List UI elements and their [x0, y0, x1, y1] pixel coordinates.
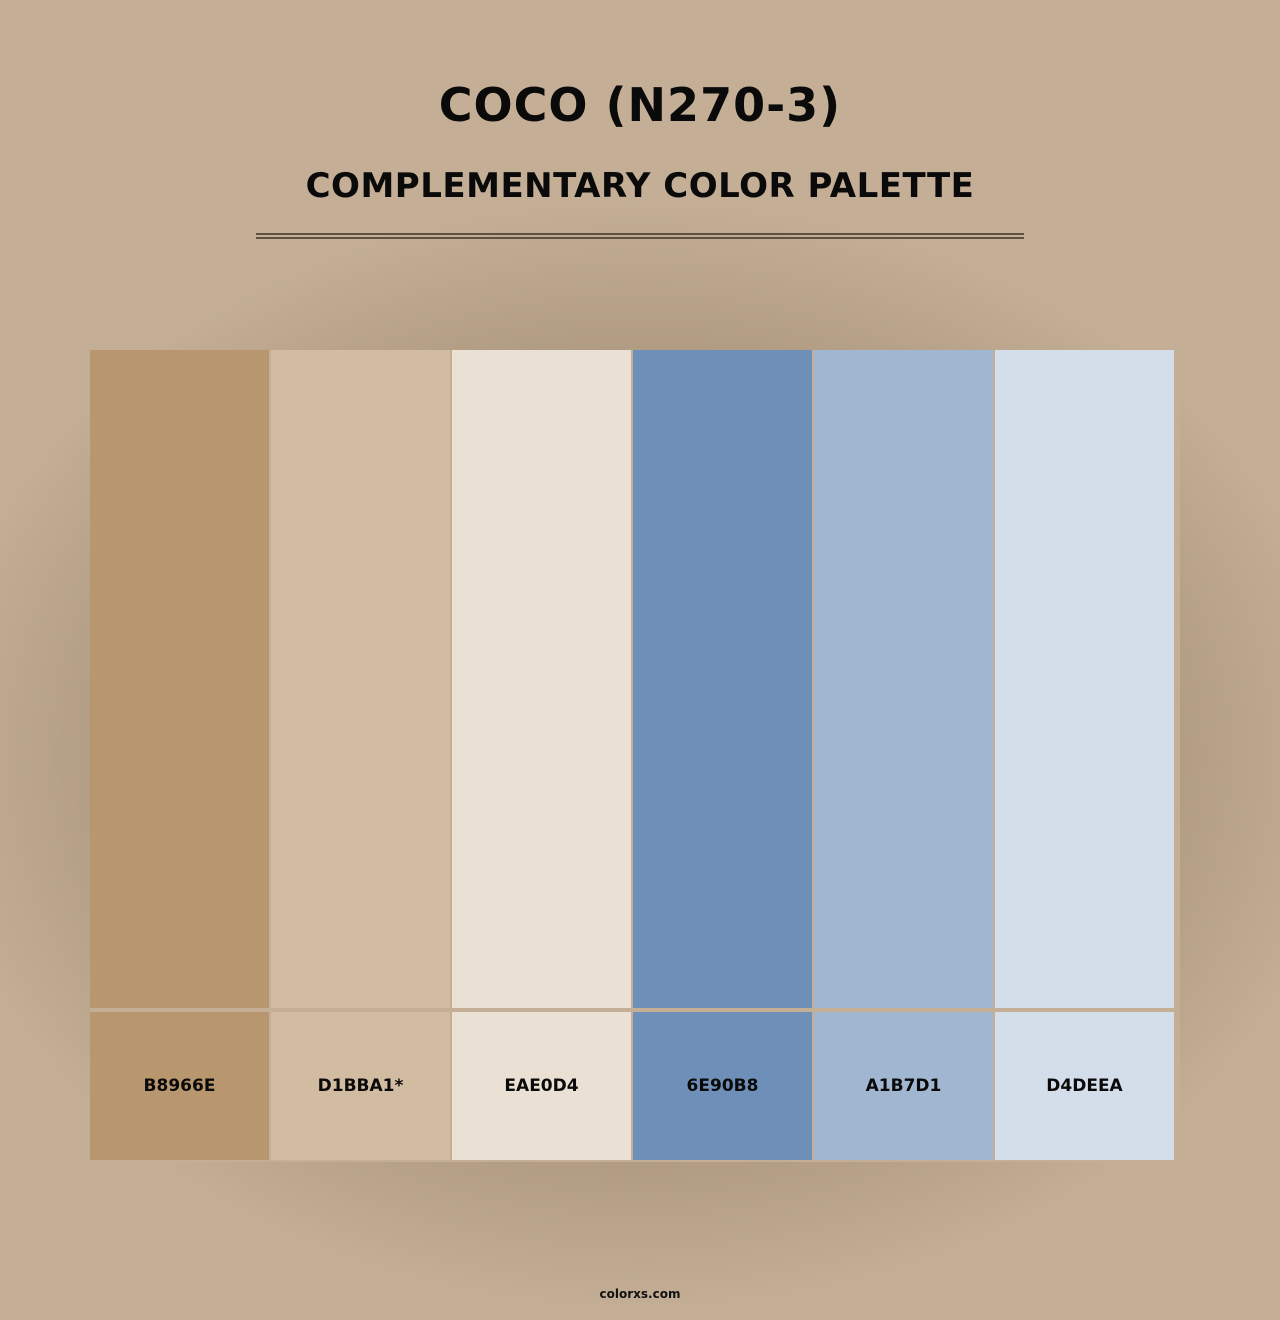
swatch-hex-code: EAE0D4 [504, 1076, 579, 1096]
swatch-hex-code: A1B7D1 [865, 1076, 942, 1096]
swatch-color[interactable] [633, 350, 812, 1008]
swatch-color[interactable] [271, 350, 450, 1008]
swatch-color[interactable] [995, 350, 1174, 1008]
swatch-label-area: B8966E [90, 1012, 269, 1160]
swatch-hex-code: 6E90B8 [686, 1076, 759, 1096]
swatch-column[interactable]: A1B7D1 [814, 350, 993, 1160]
swatch-column[interactable]: B8966E [90, 350, 269, 1160]
swatch-color[interactable] [452, 350, 631, 1008]
swatch-column[interactable]: D4DEEA [995, 350, 1174, 1160]
swatch-label-area: EAE0D4 [452, 1012, 631, 1160]
swatch-label-area: A1B7D1 [814, 1012, 993, 1160]
swatch-column[interactable]: EAE0D4 [452, 350, 631, 1160]
swatch-label-area: D4DEEA [995, 1012, 1174, 1160]
divider-line [256, 237, 1024, 239]
swatch-label-area: D1BBA1* [271, 1012, 450, 1160]
swatch-column[interactable]: D1BBA1* [271, 350, 450, 1160]
site-footer: colorxs.com [599, 1287, 681, 1301]
divider-line [256, 233, 1024, 235]
swatch-hex-code: D4DEEA [1046, 1076, 1123, 1096]
swatch-column[interactable]: 6E90B8 [633, 350, 812, 1160]
swatch-color[interactable] [814, 350, 993, 1008]
page-title: COCO (N270-3) [438, 78, 842, 132]
page-subtitle: COMPLEMENTARY COLOR PALETTE [305, 166, 975, 206]
color-palette: B8966E D1BBA1* EAE0D4 6E90B8 A1B7D1 D4DEEA [90, 350, 1180, 1162]
swatch-hex-code: B8966E [143, 1076, 216, 1096]
swatch-label-area: 6E90B8 [633, 1012, 812, 1160]
swatch-hex-code: D1BBA1* [317, 1076, 404, 1096]
swatch-color[interactable] [90, 350, 269, 1008]
